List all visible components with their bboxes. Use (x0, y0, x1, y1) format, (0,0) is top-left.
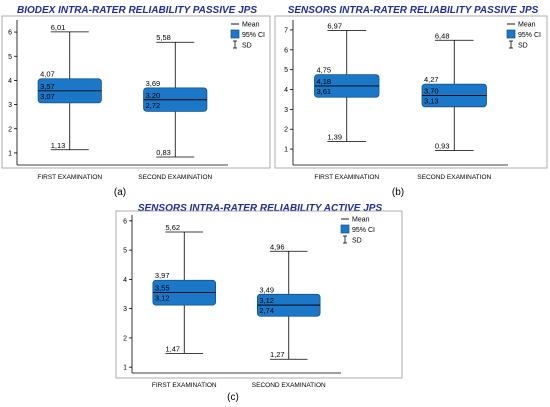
legend-mean-label: Mean (352, 217, 370, 224)
lower-sd-label: 1,27 (270, 350, 285, 359)
y-tick-label: 4 (123, 277, 127, 284)
lower-sd-label: 1,39 (327, 132, 342, 141)
y-tick-label: 1 (284, 147, 288, 154)
legend-ci-label: 95% CI (242, 32, 265, 39)
ci-upper-label: 4,27 (424, 75, 439, 84)
ci-upper-label: 4,07 (40, 70, 55, 79)
y-tick-label: 2 (123, 335, 127, 342)
legend-ci-swatch (340, 224, 350, 234)
category-label: FIRST EXAMINATION (314, 174, 379, 181)
y-tick-label: 1 (8, 150, 12, 157)
legend-ci-label: 95% CI (518, 32, 541, 39)
legend-ci-label: 95% CI (352, 227, 375, 234)
lower-sd-label: 1,47 (165, 344, 180, 353)
chart-frame (1, 15, 271, 169)
legend-sd-label: SD (518, 43, 528, 50)
chart-frame (115, 210, 403, 379)
chart-frame (274, 15, 548, 169)
chart-1: BIODEX INTRA-RATER RELIABILITY PASSIVE J… (1, 5, 271, 198)
y-tick-label: 2 (8, 126, 12, 133)
chart-title: BIODEX INTRA-RATER RELIABILITY PASSIVE J… (17, 5, 257, 16)
y-tick-label: 3 (284, 107, 288, 114)
y-tick-label: 5 (284, 67, 288, 74)
legend-sd-label: SD (352, 238, 362, 245)
category-label: SECOND EXAMINATION (252, 382, 326, 389)
ci-lower-label: 2,74 (259, 306, 274, 315)
upper-sd-label: 5,62 (165, 223, 180, 232)
panel-caption: (a) (114, 187, 126, 198)
category-label: SECOND EXAMINATION (417, 174, 491, 181)
ci-upper-label: 3,69 (146, 79, 161, 88)
y-tick-label: 5 (8, 54, 12, 61)
upper-sd-label: 6,01 (51, 23, 66, 32)
legend-mean-label: Mean (518, 22, 536, 29)
upper-sd-label: 5,58 (156, 33, 171, 42)
ci-lower-label: 3,07 (40, 92, 55, 101)
y-tick-label: 7 (284, 27, 288, 34)
y-tick-label: 2 (284, 127, 288, 134)
panel-caption: (c) (227, 392, 239, 403)
legend: Mean 95% CI SD (340, 217, 375, 245)
mean-label: 3,70 (424, 86, 439, 95)
y-tick-label: 3 (123, 306, 127, 313)
ci-lower-label: 3,13 (424, 96, 439, 105)
upper-sd-label: 4,96 (270, 242, 285, 251)
category-label: FIRST EXAMINATION (37, 174, 102, 181)
chart-title: SENSORS INTRA-RATER RELIABILITY PASSIVE … (288, 5, 539, 16)
mean-label: 3,20 (146, 91, 161, 100)
y-tick-label: 1 (123, 365, 127, 372)
lower-sd-label: 0,93 (435, 142, 450, 151)
legend-sd-label: SD (242, 43, 252, 50)
ci-lower-label: 3,61 (317, 87, 332, 96)
lower-sd-label: 0,83 (156, 148, 171, 157)
category-label: SECOND EXAMINATION (138, 174, 212, 181)
legend: Mean 95% CI SD (506, 22, 541, 50)
category-label: FIRST EXAMINATION (152, 382, 217, 389)
mean-label: 3,57 (40, 82, 55, 91)
upper-sd-label: 6,48 (435, 31, 450, 40)
chart-2: SENSORS INTRA-RATER RELIABILITY PASSIVE … (274, 5, 548, 198)
lower-sd-label: 1,13 (51, 141, 66, 150)
ci-upper-label: 3,49 (259, 285, 274, 294)
y-tick-label: 3 (8, 102, 12, 109)
ci-upper-label: 3,97 (155, 271, 170, 280)
y-tick-label: 6 (284, 47, 288, 54)
chart-title: SENSORS INTRA-RATER RELIABILITY ACTIVE J… (138, 203, 383, 214)
y-tick-label: 5 (123, 248, 127, 255)
legend-ci-swatch (230, 29, 240, 39)
chart-3: SENSORS INTRA-RATER RELIABILITY ACTIVE J… (115, 203, 403, 403)
panel-caption: (b) (392, 187, 404, 198)
mean-label: 3,12 (259, 296, 274, 305)
y-tick-label: 4 (284, 87, 288, 94)
legend-ci-swatch (506, 29, 516, 39)
mean-label: 4,18 (317, 77, 332, 86)
legend-mean-label: Mean (242, 22, 260, 29)
legend: Mean 95% CI SD (230, 22, 265, 50)
y-tick-label: 6 (123, 218, 127, 225)
ci-upper-label: 4,75 (317, 66, 332, 75)
y-tick-label: 6 (8, 30, 12, 37)
y-tick-label: 4 (8, 78, 12, 85)
ci-lower-label: 2,72 (146, 101, 161, 110)
mean-label: 3,55 (155, 284, 170, 293)
ci-lower-label: 3,12 (155, 294, 170, 303)
upper-sd-label: 6,97 (327, 22, 342, 31)
